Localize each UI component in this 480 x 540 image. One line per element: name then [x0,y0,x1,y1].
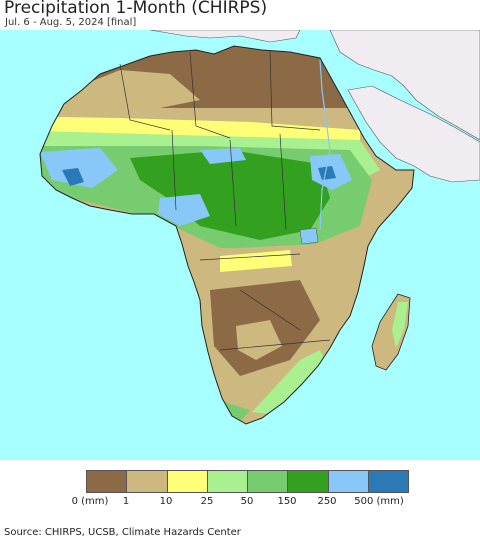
legend-swatch-1 [127,471,168,492]
europe-landmass [149,30,301,43]
nile-river [319,59,331,231]
middle-east-landmass [329,30,480,141]
legend-swatch-7 [368,471,408,492]
legend-tick-3: 25 [200,496,214,507]
date-range: Jul. 6 - Aug. 5, 2024 [final] [5,17,137,28]
legend-swatch-0 [87,471,128,492]
legend-tick-5: 150 [277,496,297,507]
legend-tick-7: 500 (mm) [354,496,404,507]
legend-swatch-3 [207,471,248,492]
arabia-landmass [347,85,480,183]
legend-swatch-6 [328,471,369,492]
legend-tick-6: 250 [317,496,337,507]
country-borders [119,49,331,351]
legend-tick-1: 1 [122,496,130,507]
legend-colorbar [86,470,409,493]
lake-victoria [299,227,319,245]
legend-swatch-4 [248,471,289,492]
legend-tick-0: 0 (mm) [71,496,109,507]
legend-tick-2: 10 [159,496,173,507]
source-credit: Source: CHIRPS, UCSB, Climate Hazards Ce… [4,527,241,538]
legend-swatch-2 [167,471,208,492]
precipitation-map [0,30,480,460]
page-title: Precipitation 1-Month (CHIRPS) [4,0,268,18]
legend-swatch-5 [288,471,329,492]
legend-tick-4: 50 [240,496,254,507]
africa-outline [39,45,415,425]
